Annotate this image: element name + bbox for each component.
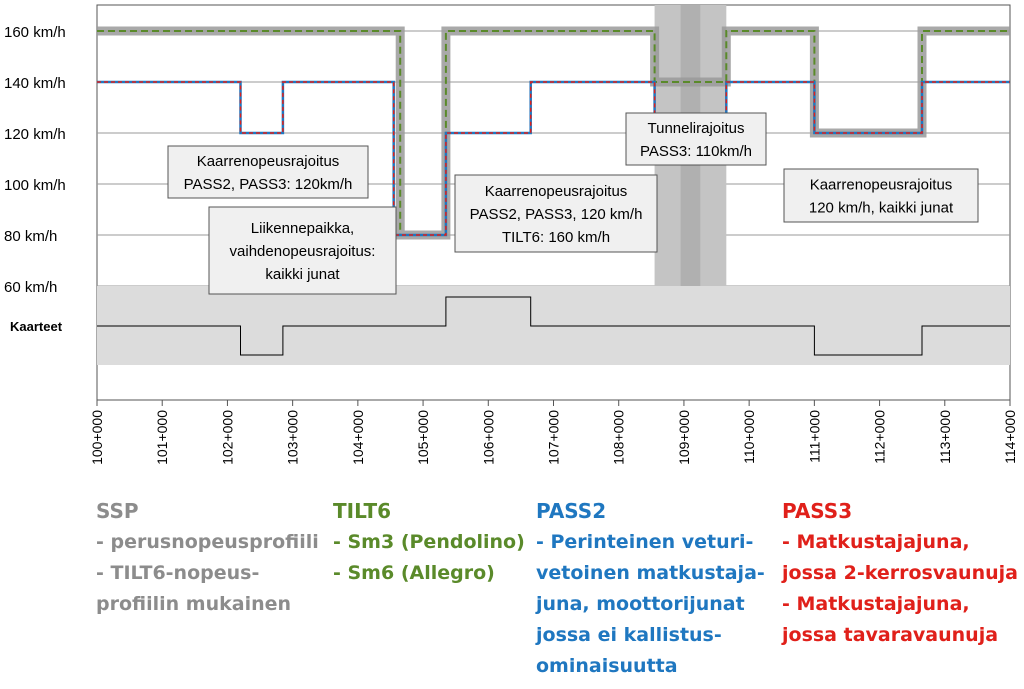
annotation-box-2 [454,174,658,253]
legend-tilt6: TILT6 - Sm3 (Pendolino) - Sm6 (Allegro) [333,496,525,589]
speed-profile-chart: 160 km/h 140 km/h 120 km/h 100 km/h 80 km/h 6… [4,4,1018,465]
x-tick-label-14: 114+000 [1002,410,1018,464]
legend-pass3-line-4: jossa tavaravaunuja [782,624,999,646]
annotation-text-1-2: kaikki junat [265,266,340,283]
x-tick-label-4: 104+000 [350,410,366,465]
x-tick-label-0: 100+000 [89,410,105,465]
x-tick-label-12: 112+000 [872,410,888,464]
annotation-text-3-1: PASS3: 110km/h [640,143,752,160]
x-tick-label-8: 108+000 [611,410,627,465]
legend-pass3-line-3: - Matkustajajuna, [782,593,970,615]
x-tick-label-7: 107+000 [546,410,562,465]
legend-ssp-line-1: - perusnopeusprofiili [96,531,319,553]
legend-tilt6-line-2: - Sm6 (Allegro) [333,562,495,584]
annotation-text-4-0: Kaarrenopeusrajoitus [810,177,953,194]
legend-pass2: PASS2 - Perinteinen veturi- vetoinen mat… [536,496,765,682]
x-tick-label-5: 105+000 [415,410,431,465]
x-tick-label-11: 111+000 [806,410,822,463]
y-tick-label-5: 60 km/h [4,279,57,296]
y-tick-label-3: 100 km/h [4,177,66,194]
legend-pass2-line-5: ominaisuutta [536,655,678,677]
x-tick-label-3: 103+000 [285,410,301,465]
legend-pass2-title: PASS2 [536,499,607,523]
curve-indicator-line [97,296,1010,356]
y-tick-label-1: 140 km/h [4,75,66,92]
annotation-text-2-1: PASS2, PASS3, 120 km/h [470,206,643,223]
y-tick-label-4: 80 km/h [4,228,57,245]
y-tick-label-2: 120 km/h [4,126,66,143]
legend-pass2-line-4: jossa ei kallistus- [536,624,722,646]
annotation-text-0-0: Kaarrenopeusrajoitus [197,153,340,170]
legend-pass2-line-2: vetoinen matkustaja- [536,562,765,584]
annotation-text-3-0: Tunnelirajoitus [648,120,745,137]
series-line-pass3 [97,81,1010,236]
legend-pass2-line-1: - Perinteinen veturi- [536,531,754,553]
x-tick-label-13: 113+000 [937,410,953,464]
legend-ssp-title: SSP [96,499,139,523]
legend-tilt6-line-1: - Sm3 (Pendolino) [333,531,525,553]
legend-pass3-line-1: - Matkustajajuna, [782,531,970,553]
annotation-box-0 [167,145,369,199]
annotation-box-1 [208,206,397,295]
legend-tilt6-title: TILT6 [333,499,392,523]
legend-pass3-title: PASS3 [782,499,853,523]
annotation-box-4 [783,168,979,223]
annotation-text-0-1: PASS2, PASS3: 120km/h [184,176,353,193]
legend-pass3-line-2: jossa 2-kerrosvaunuja [782,562,1018,584]
x-tick-label-2: 102+000 [219,410,235,465]
annotation-text-2-2: TILT6: 160 km/h [502,229,610,246]
annotation-box-3 [625,112,767,166]
x-tick-label-6: 106+000 [480,410,496,465]
curves-label: Kaarteet [10,319,63,334]
x-tick-label-1: 101+000 [154,410,170,465]
annotation-text-2-0: Kaarrenopeusrajoitus [485,183,628,200]
x-tick-label-9: 109+000 [676,410,692,465]
legend-ssp: SSP - perusnopeusprofiili - TILT6-nopeus… [96,496,319,620]
x-tick-label-10: 110+000 [741,410,757,464]
legend-ssp-line-3: profiilin mukainen [96,593,292,615]
y-tick-label-0: 160 km/h [4,24,66,41]
annotation-text-1-1: vaihdenopeusrajoitus: [230,243,376,260]
legend-pass3: PASS3 - Matkustajajuna, jossa 2-kerrosva… [782,496,1018,651]
legend-pass2-line-3: juna, moottorijunat [536,593,745,615]
legend-ssp-line-2: - TILT6-nopeus- [96,562,260,584]
annotation-text-4-1: 120 km/h, kaikki junat [809,200,954,217]
annotation-text-1-0: Liikennepaikka, [251,220,354,237]
